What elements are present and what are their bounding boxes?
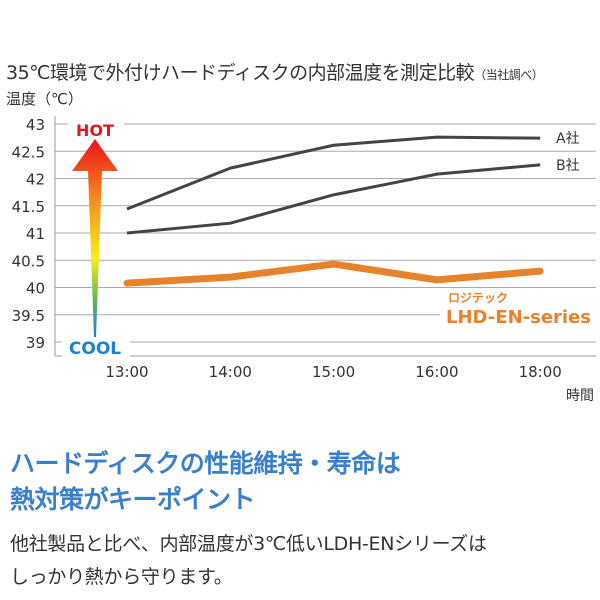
headline-line-1: ハードディスクの性能維持・寿命は — [10, 449, 401, 478]
cool-label-bg — [62, 336, 130, 358]
x-tick-labels: 13:00 14:00 15:00 16:00 18:00 — [105, 363, 561, 381]
chart-title-text: 35℃環境で外付けハードディスクの内部温度を測定比較 — [6, 62, 475, 84]
series-line-a — [126, 135, 541, 211]
series-label-product: LHD-EN-series — [446, 307, 591, 328]
x-tick-label: 13:00 — [105, 363, 148, 381]
y-tick-label: 42.5 — [12, 143, 45, 161]
x-tick-label: 18:00 — [519, 363, 562, 381]
body-line-2: しっかり熱から守ります。 — [10, 566, 233, 588]
headline-line-2: 熱対策がキーポイント — [10, 485, 256, 514]
cool-label: COOL — [69, 339, 121, 359]
body-line-1: 他社製品と比べ、内部温度が3℃低いLDH-ENシリーズは — [10, 533, 487, 555]
series-label-bg — [440, 304, 598, 328]
y-tick-label: 41.5 — [12, 198, 45, 216]
y-tick-label: 42 — [26, 171, 45, 189]
hot-label-bg — [68, 118, 124, 142]
y-tick-label: 40 — [26, 280, 45, 298]
y-tick-label: 39.5 — [12, 307, 45, 325]
chart-title: 35℃環境で外付けハードディスクの内部温度を測定比較（当社調べ） — [6, 58, 544, 85]
series-label-a: A社 — [556, 131, 580, 147]
y-tick-label: 41 — [26, 225, 45, 243]
series-label-b: B社 — [556, 158, 580, 174]
y-tick-labels: 43 42.5 42 41.5 41 40.5 40 39.5 39 — [12, 116, 45, 352]
series-line-b — [126, 163, 541, 235]
y-tick-label: 43 — [26, 116, 45, 134]
hot-cool-arrow-icon — [72, 139, 118, 337]
y-tick-label: 40.5 — [12, 252, 45, 270]
x-tick-label: 15:00 — [312, 363, 355, 381]
x-tick-label: 16:00 — [415, 363, 458, 381]
series-label-brand: ロジテック — [448, 291, 508, 305]
y-axis-label: 温度（℃） — [6, 90, 83, 108]
y-tick-label: 39 — [26, 334, 45, 352]
x-tick-label: 14:00 — [209, 363, 252, 381]
x-axis-label: 時間 — [566, 388, 594, 404]
series-line-lhd-en — [123, 260, 544, 287]
line-chart: 43 42.5 42 41.5 41 40.5 40 39.5 39 13:00 14:00 15:… — [12, 116, 598, 404]
hot-label: HOT — [76, 121, 114, 140]
chart-title-note: （当社調べ） — [474, 68, 544, 82]
series-lines — [123, 135, 544, 287]
